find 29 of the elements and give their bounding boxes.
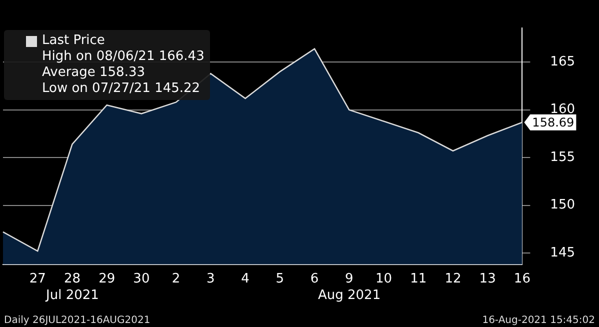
annotation: High on 08/06/21 166.43	[41, 49, 204, 65]
x-tick-label: 16	[514, 272, 530, 287]
text: Daily 26JUL2021-16AUG2021	[4, 315, 150, 326]
legend-label: Last Price	[42, 33, 105, 49]
y-tick-label: 160	[550, 102, 576, 118]
annotation: Low on 07/27/21 145.22	[41, 81, 202, 97]
annotation: Average 158.33	[41, 65, 146, 81]
x-tick-label: 6	[310, 272, 319, 287]
text: Jul 2021	[46, 288, 99, 303]
y-tick-label: 165	[550, 54, 576, 70]
text: 16-Aug-2021 15:45:02	[482, 315, 595, 326]
x-tick-label: 30	[133, 272, 150, 287]
y-tick-label: 155	[550, 150, 576, 165]
x-tick-label: 4	[241, 272, 250, 287]
x-tick-label: 10	[375, 272, 392, 287]
x-tick-label: 13	[479, 272, 496, 287]
x-tick-label: 11	[410, 272, 427, 287]
y-tick-label: 150	[550, 198, 576, 213]
x-tick-label: 3	[206, 272, 215, 287]
y-tick-label: 145	[550, 245, 576, 260]
x-tick-label: 5	[276, 272, 284, 287]
annotation: 158.69	[532, 115, 574, 130]
x-tick-label: 27	[29, 272, 46, 287]
text: Aug 2021	[318, 288, 381, 303]
x-tick-label: 29	[98, 272, 116, 287]
x-tick-label: 28	[64, 272, 80, 287]
x-tick-label: 9	[344, 272, 354, 287]
x-tick-label: 2	[172, 272, 180, 287]
x-tick-label: 12	[444, 272, 462, 287]
